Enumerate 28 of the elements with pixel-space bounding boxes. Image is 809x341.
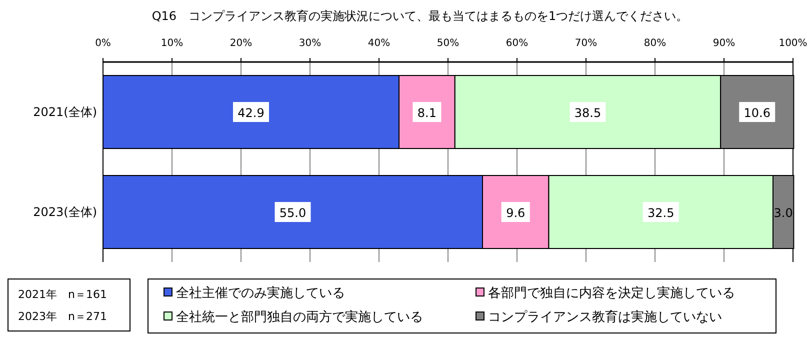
legend-label: 全社主催でのみ実施している [176,285,345,301]
x-tick-label: 20% [230,38,252,49]
x-tick-label: 50% [436,38,460,49]
x-tick-label: 30% [298,38,322,49]
x-tick-label: 60% [506,38,528,49]
text: 55.0 [279,206,306,220]
text: 10.6 [744,106,770,120]
x-tick-label: 40% [368,38,390,49]
text: 3.0 [774,206,793,220]
x-tick-label: 80% [644,38,666,49]
y-tick-label: 2023(全体) [33,205,97,219]
legend-label: 全社統一と部門独自の両方で実施している [176,309,423,325]
text: 42.9 [238,106,264,120]
x-tick-label: 100% [778,38,808,49]
x-tick-label: 70% [574,38,598,49]
text: 2021年 n＝161 [18,288,107,301]
text: 2023年 n＝271 [18,310,107,323]
x-tick-label: 10% [160,38,184,49]
text: 8.1 [417,106,436,120]
text: 38.5 [574,106,602,120]
y-tick-label: 2021(全体) [33,105,97,119]
x-tick-label: 0% [95,38,111,49]
legend-label: 各部門で独自に内容を決定し実施している [488,285,735,301]
x-tick-label: 90% [712,38,736,49]
legend-label: コンプライアンス教育は実施していない [488,309,722,325]
text: 32.5 [648,206,674,220]
chart-title: Q16 コンプライアンス教育の実施状況について、最も当てはまるものを1つだけ選んでください。 [152,9,688,23]
text: 9.6 [506,206,526,220]
